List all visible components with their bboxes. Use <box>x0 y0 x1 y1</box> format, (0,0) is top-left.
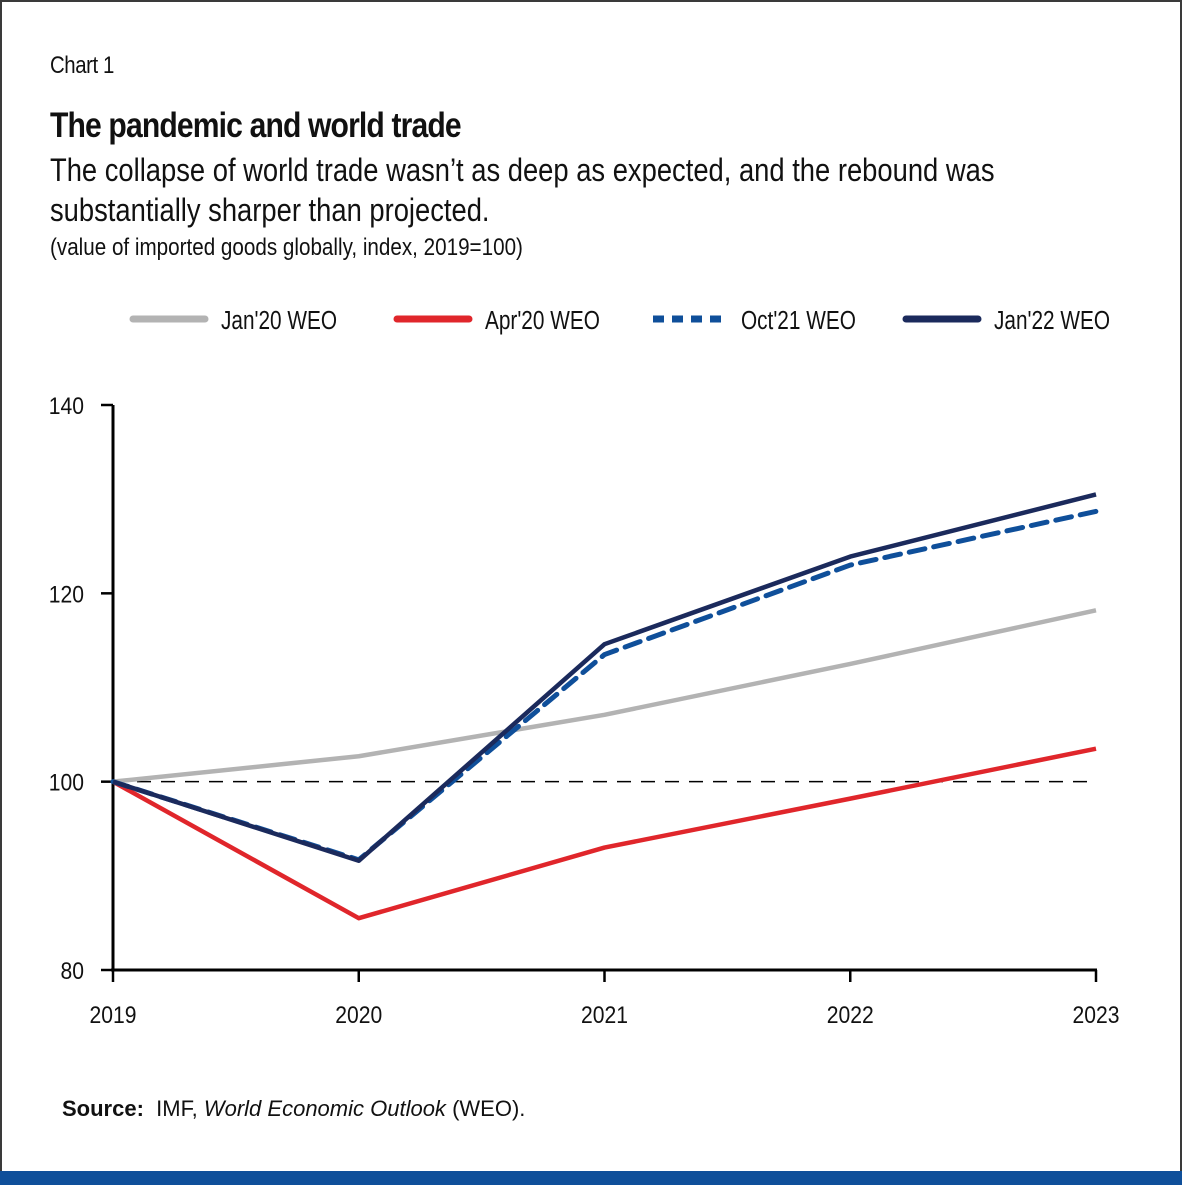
series-group <box>110 492 1099 921</box>
legend-label: Oct'21 WEO <box>741 306 856 335</box>
x-tick-label: 2022 <box>827 1002 874 1029</box>
source-label: Source: <box>62 1096 144 1121</box>
series-line-jan-22-weo <box>112 492 1097 864</box>
source-prefix: IMF, <box>156 1096 198 1121</box>
legend-label: Jan'20 WEO <box>221 306 337 335</box>
bottom-accent-bar <box>0 1171 1182 1185</box>
source-publication: World Economic Outlook <box>203 1096 446 1121</box>
axes: 80 100 120 140 2019 2020 2021 2022 2023 <box>49 393 1120 1029</box>
chart-number-label: Chart 1 <box>50 52 114 79</box>
legend-label: Jan'22 WEO <box>994 306 1110 335</box>
y-tick-label: 140 <box>49 393 84 420</box>
chart-units-note: (value of imported goods globally, index… <box>50 234 523 261</box>
series-line-jan-20-weo <box>112 608 1097 784</box>
chart-subtitle: The collapse of world trade wasn’t as de… <box>50 152 995 228</box>
chart-title: The pandemic and world trade <box>50 106 462 145</box>
y-tick-label: 100 <box>49 769 84 796</box>
x-tick-label: 2020 <box>335 1002 382 1029</box>
legend: Jan'20 WEO Apr'20 WEO Oct'21 WEO Jan'22 WEO <box>129 306 1110 335</box>
x-tick-label: 2023 <box>1073 1002 1120 1029</box>
y-tick-label: 80 <box>61 958 84 985</box>
series-line-apr-20-weo <box>111 746 1097 921</box>
source-note: Source: IMF, World Economic Outlook (WEO… <box>62 1096 525 1122</box>
x-tick-label: 2021 <box>581 1002 628 1029</box>
x-tick-label: 2019 <box>90 1002 137 1029</box>
source-suffix: (WEO). <box>452 1096 526 1121</box>
legend-label: Apr'20 WEO <box>485 306 600 335</box>
line-chart: Jan'20 WEO Apr'20 WEO Oct'21 WEO Jan'22 WEO… <box>49 306 1120 1029</box>
y-tick-label: 120 <box>49 581 84 608</box>
series-line-oct-21-weo <box>110 508 1099 863</box>
